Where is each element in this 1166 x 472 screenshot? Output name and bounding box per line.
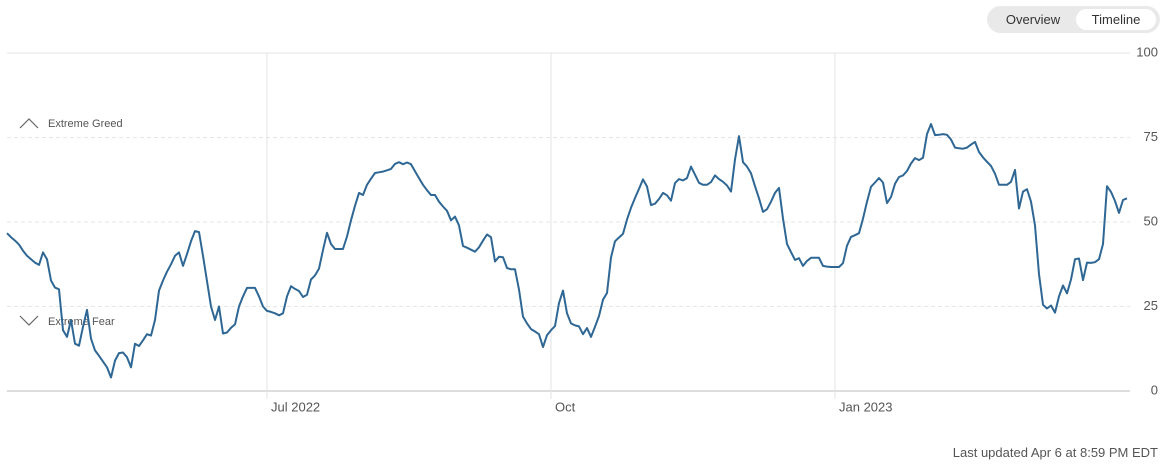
zone-label: Extreme Fear	[48, 316, 115, 328]
y-tick-label: 25	[1144, 298, 1158, 313]
chart: 0 25 50 75 100 Jul 2022 Oct Jan 2023 Extreme Gre…	[6, 44, 1158, 414]
view-toggle: Overview Timeline	[987, 6, 1160, 33]
tab-active[interactable]: Timeline	[1076, 9, 1156, 30]
y-tick-label: 75	[1144, 129, 1158, 144]
x-tick-label: Oct	[555, 399, 576, 414]
fear-icon	[19, 315, 39, 326]
tab[interactable]: Overview	[1005, 12, 1061, 27]
x-tick-label: Jul 2022	[271, 399, 320, 414]
zone-label: Extreme Greed	[48, 118, 123, 130]
y-tick-label: 100	[1136, 44, 1158, 59]
greed-icon	[19, 118, 39, 129]
x-tick-label: Jan 2023	[839, 399, 893, 414]
y-tick-label: 50	[1144, 213, 1158, 228]
last-updated: Last updated Apr 6 at 8:59 PM EDT	[952, 445, 1158, 460]
line	[6, 123, 1128, 379]
y-tick-label: 0	[1151, 382, 1158, 397]
